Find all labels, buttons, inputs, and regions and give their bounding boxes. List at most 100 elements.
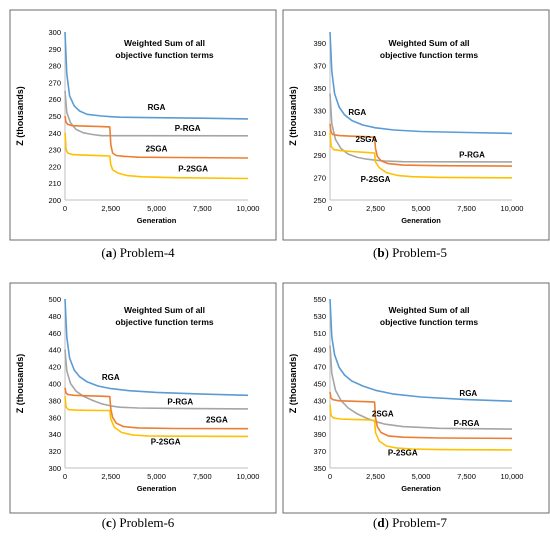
- caption-letter: b: [377, 245, 384, 260]
- x-tick-label: 7,500: [193, 204, 212, 213]
- y-tick-label: 350: [313, 84, 326, 93]
- chart-title-line-2: objective function terms: [115, 317, 214, 327]
- x-axis-title: Generation: [401, 216, 441, 225]
- x-tick-label: 5,000: [147, 204, 166, 213]
- x-tick-label: 2,500: [366, 204, 385, 213]
- x-tick-label: 0: [328, 472, 332, 481]
- y-tick-label: 350: [313, 464, 326, 473]
- y-axis-title: Z (thousands): [15, 354, 25, 414]
- y-tick-label: 370: [313, 62, 326, 71]
- chart-title-line-1: Weighted Sum of all: [388, 38, 469, 48]
- x-tick-label: 0: [63, 472, 67, 481]
- caption-letter: d: [377, 515, 385, 530]
- series-line-p-rga: [64, 90, 249, 137]
- caption-name: ) Problem-7: [385, 515, 448, 530]
- y-tick-label: 210: [48, 179, 61, 188]
- x-tick-label: 10,000: [237, 472, 260, 481]
- x-tick-label: 7,500: [457, 472, 476, 481]
- chart-panel-2: 250 270 290 310 330 350 370 390 0 2,500 5,000 7,500…: [282, 9, 550, 260]
- series-label-rga: RGA: [102, 373, 120, 382]
- caption-name: ) Problem-6: [112, 515, 175, 530]
- y-tick-label: 290: [313, 151, 326, 160]
- y-tick-label: 250: [48, 112, 61, 121]
- x-tick-label: 7,500: [457, 204, 476, 213]
- series-label-p-2sga: P-2SGA: [388, 448, 418, 457]
- series-line-2sga: [64, 115, 249, 159]
- caption-name: ) Problem-5: [385, 245, 447, 260]
- caption-letter: c: [106, 515, 112, 530]
- x-tick-label: 10,000: [501, 204, 524, 213]
- panel-border: [9, 9, 277, 241]
- series-line-rga: [64, 298, 249, 397]
- series-line-2sga: [329, 391, 513, 440]
- series-line-p-rga: [64, 349, 249, 410]
- y-tick-label: 340: [48, 430, 61, 439]
- series-line-p-2sga: [329, 404, 513, 451]
- y-tick-label: 290: [48, 45, 61, 54]
- series-label-2sga: 2SGA: [372, 409, 394, 418]
- y-tick-label: 490: [313, 346, 326, 355]
- y-tick-label: 390: [313, 430, 326, 439]
- chart-title-line-2: objective function terms: [380, 317, 479, 327]
- y-tick-label: 410: [313, 413, 326, 422]
- y-axis-title: Z (thousands): [288, 86, 298, 146]
- panel-caption: (d) Problem-7: [373, 515, 448, 530]
- chart-title-line-2: objective function terms: [115, 50, 214, 60]
- caption-open-paren: (: [373, 245, 377, 260]
- series-label-p-2sga: P-2SGA: [151, 437, 181, 446]
- series-line-rga: [329, 31, 513, 135]
- series-line-rga: [329, 298, 513, 402]
- y-tick-label: 300: [48, 28, 61, 37]
- caption-name: ) Problem-4: [112, 245, 175, 260]
- chart-title-line-1: Weighted Sum of all: [388, 305, 469, 315]
- y-tick-label: 380: [48, 396, 61, 405]
- series-label-rga: RGA: [348, 108, 366, 117]
- y-tick-label: 320: [48, 447, 61, 456]
- caption-open-paren: (: [101, 245, 105, 260]
- y-tick-label: 400: [48, 380, 61, 389]
- y-tick-label: 360: [48, 413, 61, 422]
- panel-border: [282, 282, 550, 514]
- series-line-p-2sga: [64, 396, 249, 438]
- x-tick-label: 0: [63, 204, 67, 213]
- y-tick-label: 330: [313, 106, 326, 115]
- x-tick-label: 5,000: [412, 472, 431, 481]
- y-tick-label: 280: [48, 62, 61, 71]
- x-axis-title: Generation: [137, 216, 177, 225]
- y-tick-label: 310: [313, 129, 326, 138]
- series-label-2sga: 2SGA: [356, 135, 378, 144]
- y-tick-label: 530: [313, 312, 326, 321]
- series-label-p-rga: P-RGA: [167, 398, 193, 407]
- x-tick-label: 10,000: [501, 472, 524, 481]
- x-axis-title: Generation: [137, 484, 177, 493]
- series-line-2sga: [64, 387, 249, 430]
- x-tick-label: 2,500: [101, 472, 120, 481]
- series-label-p-rga: P-RGA: [459, 150, 485, 159]
- y-tick-label: 480: [48, 312, 61, 321]
- series-label-p-rga: P-RGA: [454, 419, 480, 428]
- y-tick-label: 500: [48, 295, 61, 304]
- x-axis-title: Generation: [401, 484, 441, 493]
- y-tick-label: 460: [48, 329, 61, 338]
- x-tick-label: 5,000: [412, 204, 431, 213]
- series-line-rga: [64, 31, 249, 120]
- y-tick-label: 450: [313, 380, 326, 389]
- chart-title-line-2: objective function terms: [380, 50, 479, 60]
- y-tick-label: 270: [48, 78, 61, 87]
- x-tick-label: 2,500: [101, 204, 120, 213]
- series-label-p-2sga: P-2SGA: [178, 164, 208, 173]
- y-tick-label: 200: [48, 196, 61, 205]
- caption-open-paren: (: [373, 515, 377, 530]
- panel-border: [282, 9, 550, 241]
- panel-border: [9, 282, 277, 514]
- y-tick-label: 430: [313, 396, 326, 405]
- panel-caption: (c) Problem-6: [102, 515, 175, 530]
- caption-letter: a: [106, 245, 113, 260]
- chart-panel-3: 300 320 340 360 380 400 420 440 460 480 500 0 2,500 5…: [9, 282, 277, 530]
- chart-panel-1: 200 210 220 230 240 250 260 270 280 290 300 0 2,500 5…: [9, 9, 277, 260]
- series-label-rga: RGA: [148, 103, 166, 112]
- y-tick-label: 550: [313, 295, 326, 304]
- y-tick-label: 240: [48, 129, 61, 138]
